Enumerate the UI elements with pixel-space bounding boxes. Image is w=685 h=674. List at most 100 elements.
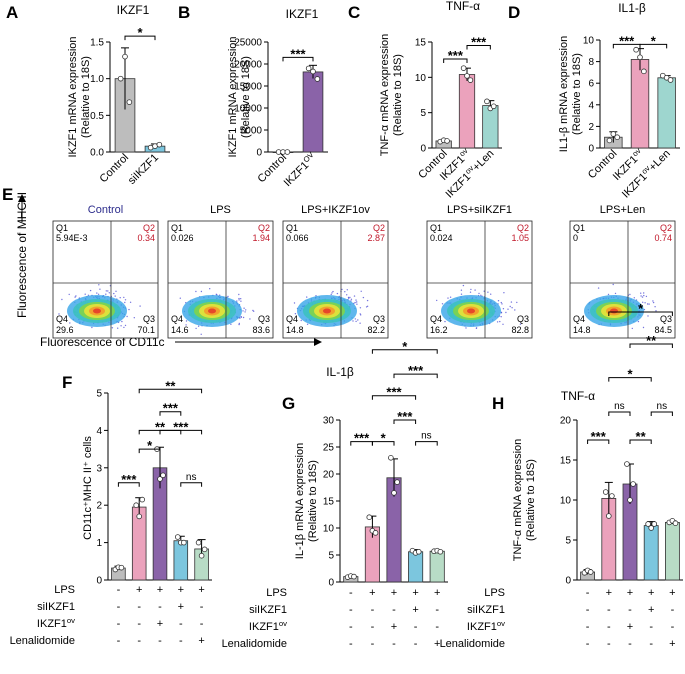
- flow-q4-label: Q4: [430, 314, 442, 324]
- flow-dot: [124, 324, 127, 327]
- significance-bracket: [138, 388, 203, 394]
- flow-dot: [447, 297, 449, 299]
- y-tick-label: 10: [323, 524, 335, 535]
- flow-density-cloud: [293, 288, 369, 327]
- flow-dot: [117, 327, 119, 329]
- flow-density-level: [323, 308, 331, 314]
- y-tick-label: 20: [323, 470, 335, 481]
- condition-name-sup: ov: [497, 619, 505, 628]
- flow-dot: [96, 292, 98, 294]
- flow-q3-value: 82.2: [367, 325, 385, 335]
- flow-q4-label: Q4: [171, 314, 183, 324]
- data-point: [198, 552, 205, 559]
- y-axis-label-line2: (Relative to 18S): [240, 56, 252, 138]
- y-tick-label: 5000: [240, 126, 263, 137]
- flow-dot: [133, 317, 135, 319]
- flow-dot: [652, 300, 654, 302]
- y-axis-label-line1: IKZF1 mRNA expression: [67, 36, 79, 157]
- significance-bracket: [639, 43, 668, 49]
- panel-letter-a: A: [6, 3, 18, 22]
- flow-dot: [496, 321, 499, 323]
- significance-bracket: [608, 377, 652, 382]
- chart-title: IL1-β: [618, 1, 646, 15]
- bar: [665, 522, 680, 581]
- data-point: [133, 502, 139, 509]
- flow-dot: [483, 290, 485, 292]
- significance-bracket: [650, 411, 673, 416]
- significance-label: ns: [186, 472, 197, 483]
- flow-q2-label: Q2: [258, 223, 270, 233]
- flow-title: LPS: [210, 204, 231, 216]
- y-tick-label: 6: [588, 79, 594, 90]
- y-tick-label: 0: [588, 144, 594, 155]
- flow-dot: [359, 322, 361, 324]
- condition-name: LPS: [484, 587, 505, 599]
- flow-q3-label: Q3: [143, 314, 155, 324]
- y-tick-label: 15: [415, 38, 427, 49]
- flow-q2-value: 0.74: [654, 233, 672, 243]
- flow-dot: [359, 313, 361, 315]
- condition-sign: -: [392, 638, 396, 650]
- significance-bracket: [466, 45, 491, 50]
- y-tick-label: 10: [415, 73, 427, 84]
- flow-q3-value: 70.1: [137, 325, 155, 335]
- flow-density-cloud: [58, 284, 141, 329]
- y-axis-label: IKZF1 mRNA expression(Relative to 18S): [67, 36, 92, 157]
- significance-label: ***: [397, 409, 413, 424]
- panel-letter-f: F: [62, 373, 72, 392]
- significance-bracket: [608, 411, 631, 416]
- flow-dot: [113, 292, 115, 295]
- flow-dot: [195, 290, 197, 293]
- y-tick-label: 8: [588, 57, 594, 68]
- flow-dot: [350, 298, 353, 300]
- condition-name: IKZF1ov: [467, 619, 505, 633]
- y-axis-label: IL1-β mRNA expression(Relative to 18S): [558, 36, 583, 152]
- y-tick-label: 10: [583, 36, 595, 47]
- condition-name: Lenalidomide: [440, 638, 505, 650]
- condition-name: IKZF1ov: [37, 616, 75, 630]
- data-point: [174, 534, 181, 540]
- flow-dot: [355, 320, 357, 323]
- flow-q1-value: 0.026: [171, 233, 194, 243]
- flow-q1-value: 0.024: [430, 233, 453, 243]
- flow-dot: [294, 313, 297, 315]
- significance-label: ***: [448, 48, 464, 63]
- flow-dot: [469, 291, 472, 293]
- flow-dot: [607, 293, 610, 296]
- bar: [458, 74, 476, 149]
- flow-dot: [126, 315, 128, 318]
- flow-dot: [227, 295, 229, 298]
- flow-dot: [503, 292, 505, 294]
- flow-dot: [306, 296, 308, 298]
- flow-dot: [597, 287, 600, 289]
- flow-q2-label: Q2: [143, 223, 155, 233]
- data-point: [437, 548, 444, 555]
- flow-dot: [500, 301, 502, 304]
- flow-dot: [200, 333, 202, 335]
- y-tick-label: 15000: [234, 82, 262, 93]
- condition-sign: +: [391, 587, 397, 599]
- flow-dot: [460, 293, 463, 295]
- data-point: [366, 514, 373, 520]
- flow-dot: [507, 308, 509, 310]
- flow-dot: [642, 326, 645, 329]
- flow-dot: [105, 290, 108, 292]
- data-point: [484, 98, 490, 105]
- significance-bracket: [629, 439, 652, 444]
- flow-q4-label: Q4: [573, 314, 585, 324]
- flow-dot: [652, 301, 655, 304]
- y-tick-label: 10: [560, 496, 572, 507]
- flow-dot: [115, 290, 117, 292]
- chart-panel-h: 0 5 10 15 20 TNF-α mRNA expression(Relative t…: [440, 301, 683, 650]
- data-point: [139, 496, 146, 503]
- flow-dot: [68, 293, 70, 296]
- y-axis-label-line2: (Relative to 18S): [392, 54, 404, 136]
- flow-dot: [300, 319, 302, 322]
- flow-dot: [352, 320, 354, 322]
- flow-dot: [462, 284, 465, 287]
- flow-dot: [366, 299, 369, 302]
- flow-q1-label: Q1: [286, 223, 298, 233]
- flow-dot: [330, 293, 332, 296]
- flow-title: LPS+IKZF1ov: [301, 204, 370, 216]
